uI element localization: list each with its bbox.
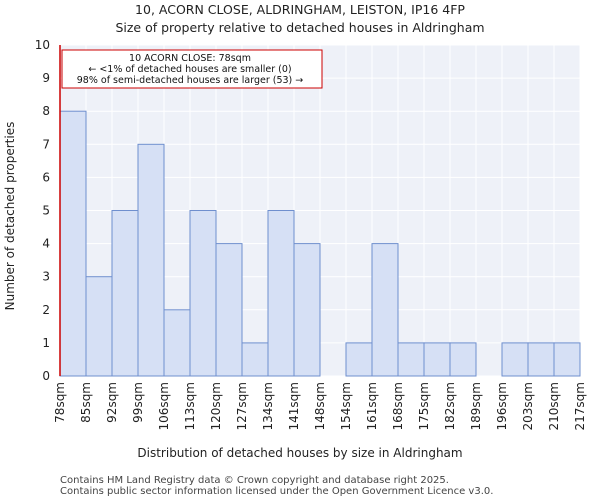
annotation-line-1: 10 ACORN CLOSE: 78sqm — [129, 53, 251, 64]
bar-168sqm — [397, 342, 425, 377]
y-tick-label-8: 8 — [42, 104, 50, 118]
x-tick-label-106sqm: 106sqm — [157, 382, 171, 430]
x-tick-label-168sqm: 168sqm — [391, 382, 405, 430]
y-tick-label-3: 3 — [42, 270, 50, 284]
annotation-line-2: ← <1% of detached houses are smaller (0) — [88, 64, 291, 75]
plot-area: 0 1 2 3 4 5 6 7 8 9 10 78sqm 85sqm 92sqm 99sqm 106sqm 1… — [35, 38, 587, 430]
x-tick-label-92sqm: 92sqm — [105, 382, 119, 423]
y-tick-label-4: 4 — [42, 237, 50, 251]
x-tick-label-189sqm: 189sqm — [469, 382, 483, 430]
x-tick-label-148sqm: 148sqm — [313, 382, 327, 430]
x-tick-label-210sqm: 210sqm — [547, 382, 561, 430]
x-tick-label-196sqm: 196sqm — [495, 382, 509, 430]
x-axis-label: Distribution of detached houses by size … — [137, 446, 462, 460]
y-tick-label-10: 10 — [35, 38, 50, 52]
x-tick-label-85sqm: 85sqm — [79, 382, 93, 423]
y-ticks: 0 1 2 3 4 5 6 7 8 9 10 — [35, 38, 50, 383]
annotation-frame — [61, 49, 323, 89]
x-tick-label-120sqm: 120sqm — [209, 382, 223, 430]
y-tick-label-7: 7 — [42, 137, 50, 151]
y-tick-label-9: 9 — [42, 71, 50, 85]
bar-127sqm — [241, 342, 269, 377]
x-tick-label-203sqm: 203sqm — [521, 382, 535, 430]
bar-154sqm — [345, 342, 373, 377]
bar-78sqm — [59, 110, 87, 377]
x-tick-label-113sqm: 113sqm — [183, 382, 197, 430]
x-tick-label-154sqm: 154sqm — [339, 382, 353, 430]
annotation-line-3: 98% of semi-detached houses are larger (… — [77, 75, 304, 86]
footer-line-1: Contains HM Land Registry data © Crown c… — [60, 475, 449, 486]
bar-210sqm — [553, 342, 581, 377]
bar-203sqm — [527, 342, 555, 377]
annotation-box: 10 ACORN CLOSE: 78sqm ← <1% of detached … — [61, 49, 323, 89]
x-tick-label-127sqm: 127sqm — [235, 382, 249, 430]
x-tick-label-161sqm: 161sqm — [365, 382, 379, 430]
bar-196sqm — [501, 342, 529, 377]
y-axis-label: Number of detached properties — [3, 122, 17, 311]
y-tick-label-0: 0 — [42, 369, 50, 383]
x-tick-label-99sqm: 99sqm — [131, 382, 145, 423]
bar-141sqm — [293, 243, 321, 377]
footer-line-2: Contains public sector information licen… — [60, 486, 493, 497]
x-tick-label-217sqm: 217sqm — [573, 382, 587, 430]
bar-106sqm — [163, 309, 191, 377]
bar-99sqm — [137, 143, 165, 377]
y-tick-label-2: 2 — [42, 303, 50, 317]
bar-175sqm — [423, 342, 451, 377]
y-tick-label-1: 1 — [42, 336, 50, 350]
x-tick-label-175sqm: 175sqm — [417, 382, 431, 430]
bars — [59, 110, 581, 377]
bar-134sqm — [267, 210, 295, 377]
chart-title: 10, ACORN CLOSE, ALDRINGHAM, LEISTON, IP… — [135, 2, 465, 17]
bar-120sqm — [215, 243, 243, 377]
x-tick-label-134sqm: 134sqm — [261, 382, 275, 430]
y-tick-label-6: 6 — [42, 170, 50, 184]
bar-85sqm — [85, 276, 113, 377]
x-tick-label-78sqm: 78sqm — [53, 382, 67, 423]
x-tick-label-141sqm: 141sqm — [287, 382, 301, 430]
y-tick-label-5: 5 — [42, 204, 50, 218]
chart-subtitle: Size of property relative to detached ho… — [115, 20, 484, 35]
bar-161sqm — [371, 243, 399, 377]
bar-182sqm — [449, 342, 477, 377]
x-tick-label-182sqm: 182sqm — [443, 382, 457, 430]
bar-92sqm — [111, 210, 139, 377]
x-ticks: 78sqm 85sqm 92sqm 99sqm 106sqm 113sqm 120sqm 12… — [53, 382, 587, 430]
bar-113sqm — [189, 210, 217, 377]
